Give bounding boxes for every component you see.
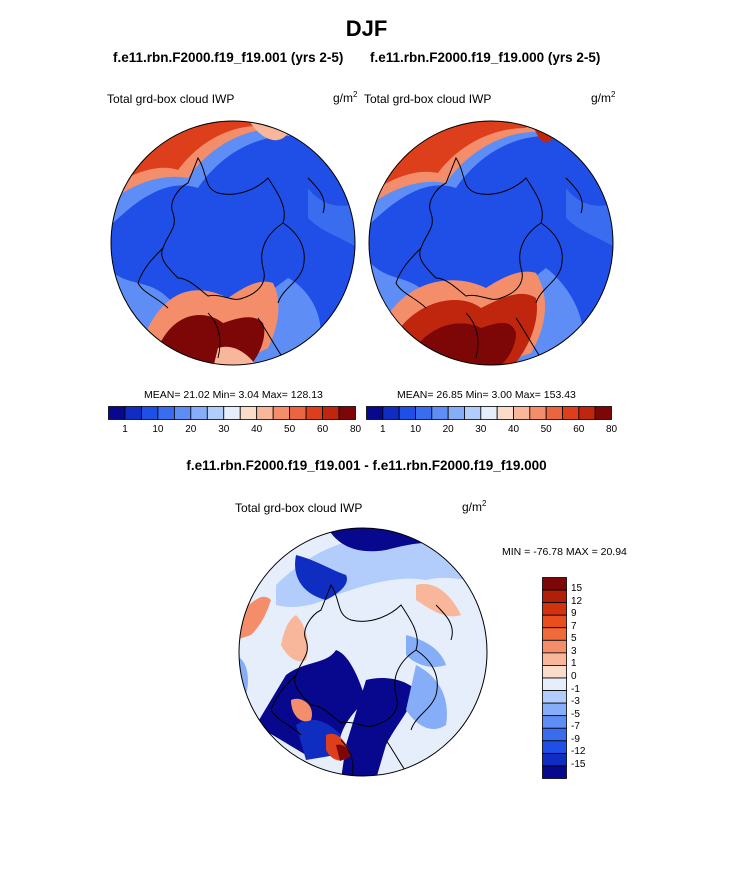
diff-colorbar-tick-label: 9 [571,608,577,620]
diff-colorbar-tick-label: -1 [571,683,580,695]
panel-2-colorbar-box [431,406,449,420]
panel-2-colorbar-box [366,406,384,420]
diff-units: g/m2 [462,499,487,514]
diff-colorbar-tick-label: 12 [571,595,583,607]
diff-colorbar-tick-label: -7 [571,721,580,733]
panel-2-colorbar-ticks: 1 10 20 30 40 50 60 80 [366,424,617,438]
panel-1-colorbar-box [272,406,291,420]
panel-1-colorbar-tick-label: 30 [218,424,230,435]
panel-2-colorbar-box [382,406,400,420]
diff-colorbar-box [542,639,567,654]
panel-2-colorbar-box [529,406,547,420]
panel-1-colorbar [108,406,356,420]
diff-colorbar-box [542,752,567,767]
diff-colorbar-tick-label: -12 [571,746,586,758]
panel-2-colorbar-box [562,406,580,420]
panel-1-case-title: f.e11.rbn.F2000.f19_f19.001 (yrs 2-5) [113,50,344,65]
diff-colorbar-box [542,677,567,691]
difference-title: f.e11.rbn.F2000.f19_f19.001 - f.e11.rbn.… [186,458,547,473]
diff-variable-label: Total grd-box cloud IWP [235,501,363,515]
diff-colorbar-tick-label: -5 [571,708,580,720]
panel-1-colorbar-tick-label: 40 [251,424,263,435]
panel-2-colorbar-box [545,406,563,420]
diff-colorbar-tick-label: -15 [571,758,586,770]
panel-1-colorbar-tick-label: 10 [152,424,164,435]
diff-colorbar-box [542,627,567,641]
panel-1-stats: MEAN= 21.02 Min= 3.04 Max= 128.13 [144,389,323,401]
panel-2-colorbar-tick-label: 60 [573,424,585,435]
panel-1-colorbar-box [108,406,126,420]
panel-1-units: g/m2 [333,90,358,105]
diff-colorbar-tick-label: 15 [571,583,583,595]
panel-1-polar-map [110,120,356,366]
panel-2-colorbar-tick-label: 10 [409,424,422,435]
panel-1-colorbar-tick-label: 60 [317,424,329,435]
diff-colorbar-box [542,589,567,604]
panel-1-variable-label: Total grd-box cloud IWP [107,92,235,106]
difference-polar-map [238,527,488,777]
panel-1-colorbar-box [223,406,241,420]
diff-colorbar-box [542,652,567,666]
panel-2-colorbar-box [415,406,433,420]
panel-1-colorbar-box [305,406,323,420]
panel-2-colorbar-box [594,406,612,420]
panel-2-colorbar-box [513,406,531,420]
diff-stats: MIN = -76.78 MAX = 20.94 [502,546,627,558]
figure-title: DJF [345,16,388,41]
panel-2-colorbar-tick-label: 1 [380,424,386,435]
diff-colorbar-box [542,765,567,779]
panel-1-colorbar-box [190,406,208,420]
panel-1-colorbar-box [338,406,356,420]
diff-colorbar-tick-label: 5 [571,633,577,645]
panel-2-colorbar-box [447,406,465,420]
diff-colorbar-box [542,702,567,717]
diff-colorbar-tick-label: -9 [571,733,580,745]
panel-2-polar-map [368,120,614,366]
diff-colorbar-ticks: 15 12 9 7 5 3 1 0 -1 -3 -5 -7 -9 -12 -15 [571,577,611,779]
panel-1-colorbar-tick-label: 1 [122,424,128,435]
panel-2-case-title: f.e11.rbn.F2000.f19_f19.000 (yrs 2-5) [370,50,601,65]
diff-colorbar-box [542,715,567,729]
diff-colorbar-box [542,665,567,679]
diff-colorbar-box [542,727,567,742]
panel-1-colorbar-tick-label: 50 [284,424,296,435]
panel-1-colorbar-box [124,406,142,420]
panel-1-colorbar-box [289,406,307,420]
panel-2-colorbar-box [398,406,416,420]
panel-2-colorbar-tick-label: 40 [507,424,520,435]
panel-1-colorbar-box [239,406,258,420]
panel-2-colorbar-box [496,406,514,420]
panel-2-colorbar-tick-label: 50 [540,424,552,435]
panel-2-colorbar [366,406,612,420]
diff-colorbar-box [542,614,567,629]
diff-colorbar-tick-label: 0 [571,671,577,682]
diff-colorbar-tick-label: 7 [571,620,577,632]
diff-colorbar-box [542,740,567,754]
diff-colorbar-box [542,577,567,591]
panel-2-variable-label: Total grd-box cloud IWP [364,92,492,106]
panel-2-stats: MEAN= 26.85 Min= 3.00 Max= 153.43 [397,389,576,401]
panel-1-colorbar-box [322,406,340,420]
diff-colorbar-tick-label: -3 [571,696,580,708]
panel-1-colorbar-box [256,406,274,420]
panel-2-colorbar-box [480,406,498,420]
panel-2-colorbar-tick-label: 80 [605,424,618,435]
panel-1-colorbar-box [157,406,175,420]
diff-colorbar-tick-label: 1 [571,658,577,670]
panel-1-colorbar-tick-label: 80 [349,424,362,435]
panel-2-colorbar-tick-label: 20 [442,424,454,435]
panel-2-colorbar-box [578,406,596,420]
panel-1-colorbar-ticks: 1 10 20 30 40 50 60 80 [108,424,361,438]
panel-1-colorbar-tick-label: 20 [185,424,197,435]
diff-colorbar [542,577,567,779]
panel-2-units: g/m2 [591,90,616,105]
panel-1-colorbar-box [173,406,192,420]
diff-colorbar-box [542,602,567,616]
diff-colorbar-tick-label: 3 [571,645,577,657]
diff-colorbar-box [542,690,567,704]
panel-1-colorbar-box [141,406,159,420]
panel-1-colorbar-box [206,406,225,420]
panel-2-colorbar-box [464,406,482,420]
panel-2-colorbar-tick-label: 30 [475,424,487,435]
